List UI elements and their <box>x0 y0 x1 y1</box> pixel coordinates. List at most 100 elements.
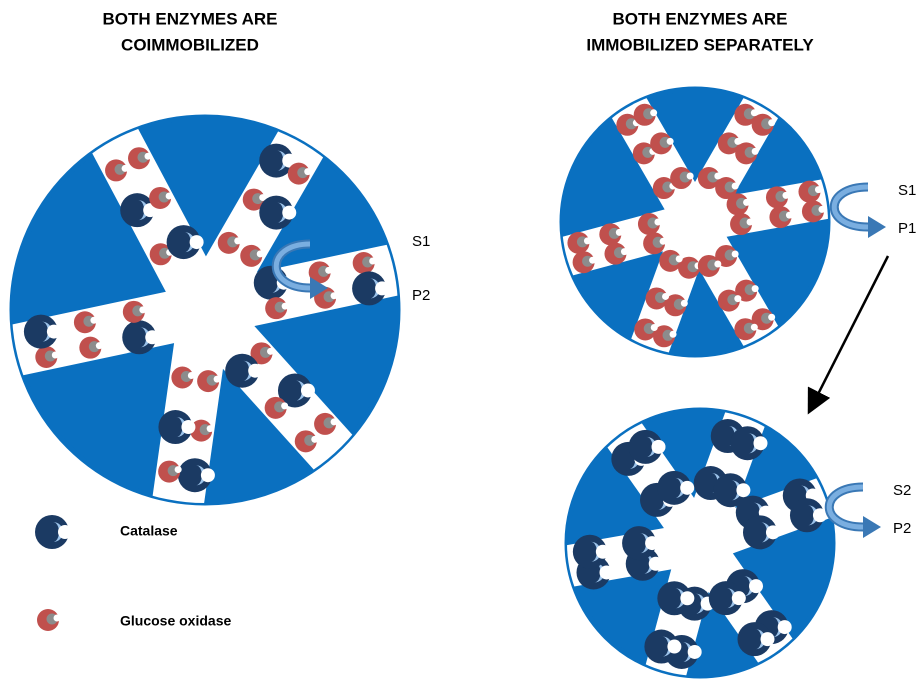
gox-gap <box>659 237 667 245</box>
catalase-body <box>122 320 157 355</box>
catalase-body <box>644 629 679 664</box>
gox-gap <box>750 109 758 117</box>
catalase-body <box>622 526 657 561</box>
gox-gap <box>311 435 319 443</box>
gox-gap <box>731 182 739 190</box>
catalase-body <box>158 410 193 445</box>
catalase-body <box>628 429 663 464</box>
gox-gap <box>139 306 147 314</box>
flow-arrowhead <box>868 216 886 238</box>
catalase-gap <box>300 383 315 398</box>
gox-gap <box>650 109 658 117</box>
flow-arrowhead <box>310 277 328 299</box>
gox-gap <box>281 402 289 410</box>
catalase-gap <box>145 330 160 345</box>
gox-gap <box>330 292 338 300</box>
catalase-gap <box>680 480 695 495</box>
gox-gap <box>680 299 688 307</box>
catalase-body <box>23 314 58 349</box>
gox-gap <box>330 418 338 426</box>
left-title-1: BOTH ENZYMES ARE <box>102 9 277 28</box>
catalase-body <box>166 225 201 260</box>
gox-gap <box>751 147 759 155</box>
catalase-gap <box>777 620 792 635</box>
gox-gap <box>666 137 674 145</box>
hub <box>663 190 727 254</box>
gox-gap <box>746 218 754 226</box>
gox-gap <box>714 260 722 268</box>
catalase-gap <box>753 436 768 451</box>
flow-arrowhead <box>863 516 881 538</box>
catalase-body <box>708 581 743 616</box>
right-title-2: IMMOBILIZED SEPARATELY <box>586 35 814 54</box>
legend-label: Glucose oxidase <box>120 613 231 629</box>
gox-gap <box>731 250 739 258</box>
catalase-gap <box>189 235 204 250</box>
catalase-gap <box>58 525 72 539</box>
gox-gap <box>53 614 61 622</box>
gox-gap <box>620 248 628 256</box>
catalase-body <box>277 373 312 408</box>
gox-gap <box>654 218 662 226</box>
gox-gap <box>768 119 776 127</box>
gox-gap <box>187 372 195 380</box>
gox-gap <box>267 347 275 355</box>
catalase-body <box>572 534 607 569</box>
gox-gap <box>90 316 98 324</box>
left-title-2: COIMMOBILIZED <box>121 35 259 54</box>
catalase-gap <box>46 324 61 339</box>
right-title-1: BOTH ENZYMES ARE <box>612 9 787 28</box>
gox-gap <box>750 323 758 331</box>
substrate-label: S1 <box>412 233 430 250</box>
gox-gap <box>304 168 312 176</box>
catalase-gap <box>749 579 764 594</box>
catalase-body <box>259 195 294 230</box>
hub <box>666 509 734 577</box>
catalase-gap <box>181 420 196 435</box>
gox-gap <box>818 205 826 213</box>
product-label: P1 <box>898 220 916 237</box>
catalase-gap <box>687 644 702 659</box>
particles <box>9 86 886 679</box>
catalase-gap <box>648 556 663 571</box>
catalase-body <box>730 426 765 461</box>
substrate-label: S2 <box>893 482 911 499</box>
catalase-gap <box>812 508 827 523</box>
catalase-body <box>225 353 260 388</box>
catalase-body <box>259 143 294 178</box>
catalase-body <box>352 271 387 306</box>
catalase-body <box>657 581 692 616</box>
catalase-gap <box>731 591 746 606</box>
catalase-gap <box>651 439 666 454</box>
gox-gap <box>121 164 129 172</box>
catalase-gap <box>375 281 390 296</box>
gox-gap <box>325 266 333 274</box>
catalase-body <box>35 515 69 549</box>
gox-gap <box>583 237 591 245</box>
gox-gap <box>174 466 182 474</box>
gox-gap <box>369 257 377 265</box>
catalase-body <box>177 458 212 493</box>
gox-gap <box>256 250 264 258</box>
gox-gap <box>814 186 822 194</box>
catalase-gap <box>760 632 775 647</box>
catalase-body <box>742 515 777 550</box>
gox-gap <box>589 256 597 264</box>
flow-arrow-inner <box>826 484 864 530</box>
gox-gap <box>662 292 670 300</box>
catalase-gap <box>645 536 660 551</box>
gox-gap <box>785 211 793 219</box>
gox-gap <box>734 137 742 145</box>
catalase-gap <box>248 363 263 378</box>
catalase-gap <box>282 205 297 220</box>
catalase-gap <box>200 468 215 483</box>
catalase-body <box>789 498 824 533</box>
catalase-gap <box>282 153 297 168</box>
catalase-gap <box>765 525 780 540</box>
substrate-label: S1 <box>898 182 916 199</box>
gox-gap <box>281 302 289 310</box>
catalase-body <box>713 473 748 508</box>
gox-gap <box>751 285 759 293</box>
flow-arrow-inner <box>273 241 311 291</box>
